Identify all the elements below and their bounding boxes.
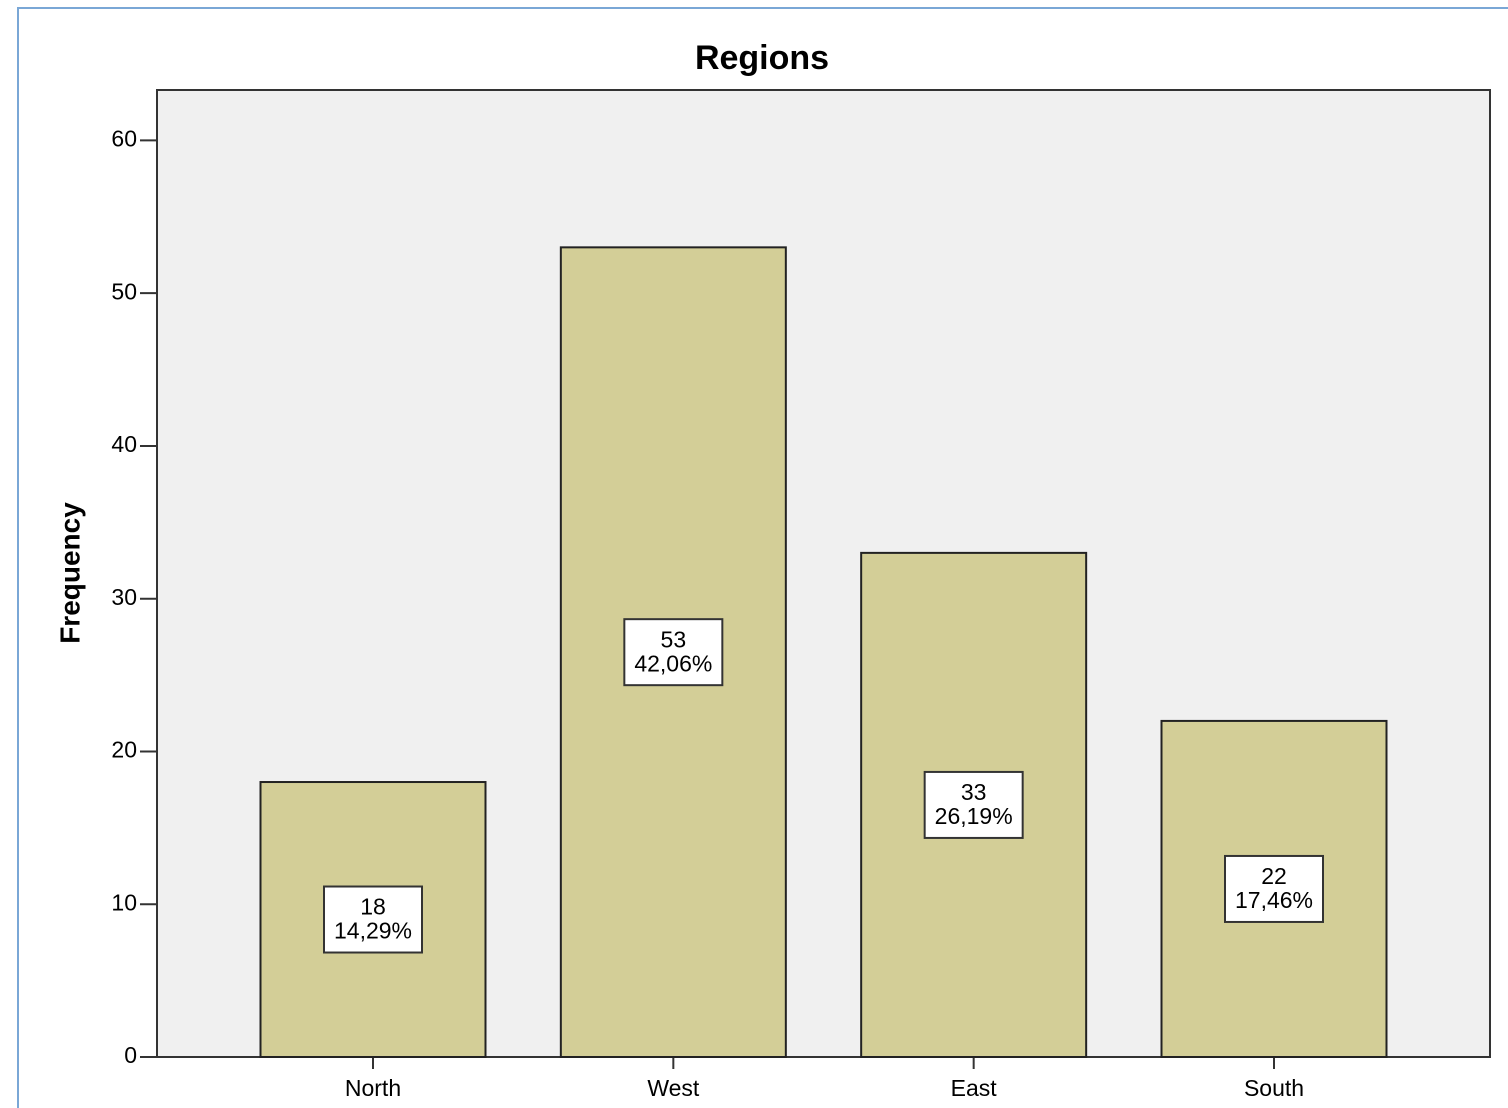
y-tick-label: 20: [111, 737, 137, 763]
y-tick-label: 50: [111, 278, 137, 304]
x-tick-label: East: [951, 1075, 998, 1101]
data-label-box: [923, 770, 1024, 839]
y-tick-label: 0: [124, 1042, 137, 1068]
percent-label: 26,19%: [935, 803, 1013, 829]
data-label: 22: [1261, 863, 1287, 889]
data-label: 53: [661, 626, 687, 652]
chart-title: Regions: [695, 39, 829, 77]
data-label-box: [623, 618, 724, 687]
percent-label: 14,29%: [334, 918, 412, 944]
y-tick-label: 40: [111, 431, 137, 457]
percent-label: 17,46%: [1235, 887, 1313, 913]
x-tick-label: North: [345, 1075, 401, 1101]
x-tick-label: West: [647, 1075, 700, 1101]
y-tick-label: 30: [111, 584, 137, 610]
percent-label: 42,06%: [634, 650, 712, 676]
data-label-box: [1224, 854, 1324, 923]
data-label: 33: [961, 779, 987, 805]
y-tick-label: 10: [111, 889, 137, 915]
x-tick-label: South: [1244, 1075, 1304, 1101]
data-label-box: [323, 885, 423, 954]
y-tick-label: 60: [111, 125, 137, 151]
y-axis-title: Frequency: [54, 502, 85, 644]
data-label: 18: [360, 894, 386, 920]
